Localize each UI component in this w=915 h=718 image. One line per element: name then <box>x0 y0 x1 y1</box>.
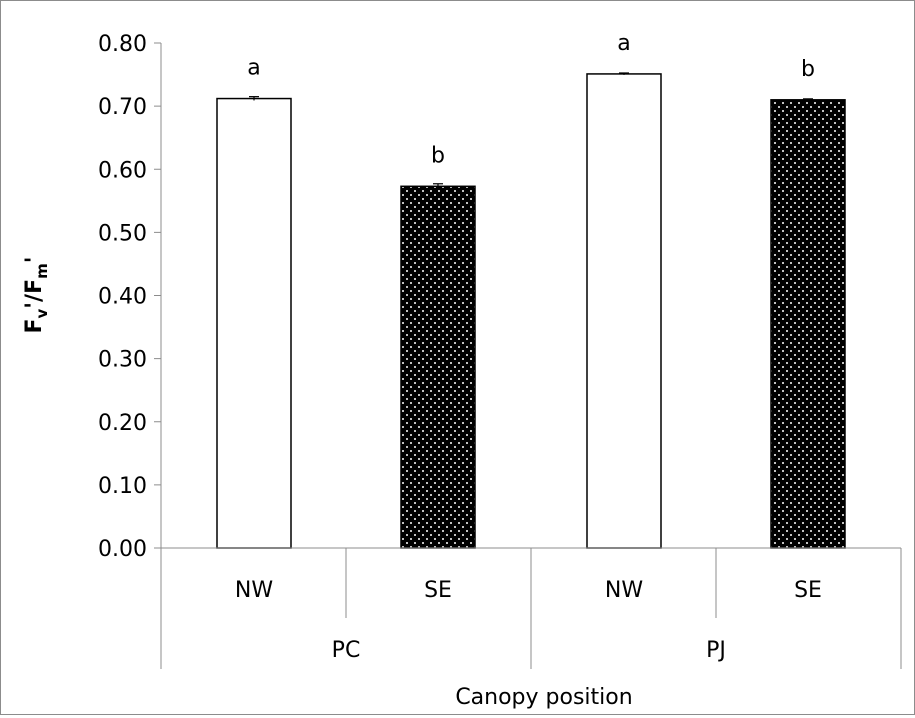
x-group-label: PJ <box>706 638 726 663</box>
y-tick-label: 0.30 <box>98 348 147 373</box>
significance-letter: b <box>431 143 445 168</box>
x-category-label: NW <box>605 578 643 603</box>
y-axis-title-text: F <box>22 318 47 333</box>
x-category-label: NW <box>235 578 273 603</box>
y-tick-label: 0.20 <box>98 411 147 436</box>
significance-letter: a <box>617 31 630 56</box>
bars: a b a b <box>216 31 846 549</box>
x-axis: NW SE NW SE PC PJ <box>160 547 902 669</box>
y-axis-title-text: '/F <box>22 279 47 309</box>
y-tick-label: 0.00 <box>98 537 147 562</box>
y-tick-label: 0.70 <box>98 95 147 120</box>
y-tick-label: 0.50 <box>98 221 147 246</box>
x-group-label: PC <box>332 638 361 663</box>
y-tick-label: 0.40 <box>98 285 147 310</box>
bar <box>400 185 476 549</box>
bar <box>770 99 846 549</box>
bar <box>216 97 292 549</box>
bar <box>586 73 662 549</box>
significance-letter: b <box>801 57 815 82</box>
y-axis-title-subscript: v <box>33 308 51 318</box>
y-axis-title-text: ' <box>22 256 47 263</box>
y-axis: 0.00 0.10 0.20 0.30 0.40 0.50 0.60 0.70 0.80 <box>98 32 162 562</box>
y-axis-title-subscript: m <box>33 263 51 279</box>
significance-letter: a <box>247 56 260 81</box>
y-tick-label: 0.60 <box>98 158 147 183</box>
x-axis-title: Canopy position <box>455 685 632 710</box>
y-axis-title: Fv'/Fm' <box>22 256 51 333</box>
y-tick-label: 0.10 <box>98 474 147 499</box>
y-tick-label: 0.80 <box>98 32 147 57</box>
x-category-label: SE <box>794 578 822 603</box>
x-category-label: SE <box>424 578 452 603</box>
